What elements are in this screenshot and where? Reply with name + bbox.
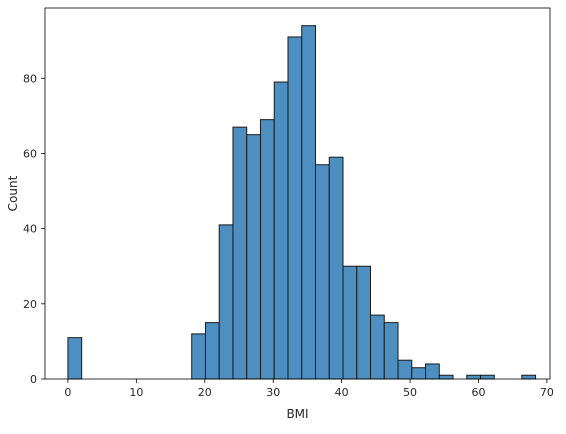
histogram-bar xyxy=(259,119,275,380)
y-tick-label: 80 xyxy=(23,72,37,85)
x-tick-label: 30 xyxy=(266,386,280,399)
x-tick-label: 50 xyxy=(403,386,417,399)
histogram-bar xyxy=(218,224,234,380)
histogram-bar xyxy=(232,126,248,380)
histogram-bar xyxy=(480,374,495,380)
histogram-bar xyxy=(411,367,427,380)
y-tick-label: 40 xyxy=(23,223,37,236)
histogram-bar xyxy=(301,25,316,380)
histogram-bar xyxy=(397,359,413,380)
y-axis: 0 20 40 60 80 xyxy=(23,72,45,386)
x-tick-label: 0 xyxy=(64,386,71,399)
x-tick-label: 10 xyxy=(129,386,143,399)
histogram-bar xyxy=(425,363,440,380)
histogram-bar xyxy=(521,374,537,380)
histogram-bar xyxy=(438,374,454,380)
histogram-bar xyxy=(204,322,220,380)
x-tick-label: 40 xyxy=(335,386,349,399)
histogram-bar xyxy=(356,265,372,380)
x-tick-label: 60 xyxy=(471,386,485,399)
histogram-bar xyxy=(314,164,330,380)
histogram-bar xyxy=(370,314,385,380)
x-axis-label: BMI xyxy=(286,407,308,421)
histogram-bar xyxy=(191,333,206,380)
histogram-bar xyxy=(342,265,358,380)
x-tick-label: 70 xyxy=(540,386,554,399)
y-tick-label: 60 xyxy=(23,147,37,160)
x-axis: 0 10 20 30 40 50 60 70 xyxy=(64,379,554,399)
histogram-bar xyxy=(246,134,261,380)
histogram-bar xyxy=(273,81,289,380)
histogram-bar xyxy=(383,322,399,380)
plot-frame xyxy=(44,7,551,380)
histogram-bar xyxy=(67,337,83,380)
histogram-bar xyxy=(328,156,344,380)
y-tick-label: 0 xyxy=(30,373,37,386)
x-tick-label: 20 xyxy=(198,386,212,399)
histogram-bar xyxy=(466,374,482,380)
histogram-bar xyxy=(287,36,303,380)
y-axis-label: Count xyxy=(6,175,20,211)
y-tick-label: 20 xyxy=(23,298,37,311)
bars-layer xyxy=(67,25,537,380)
